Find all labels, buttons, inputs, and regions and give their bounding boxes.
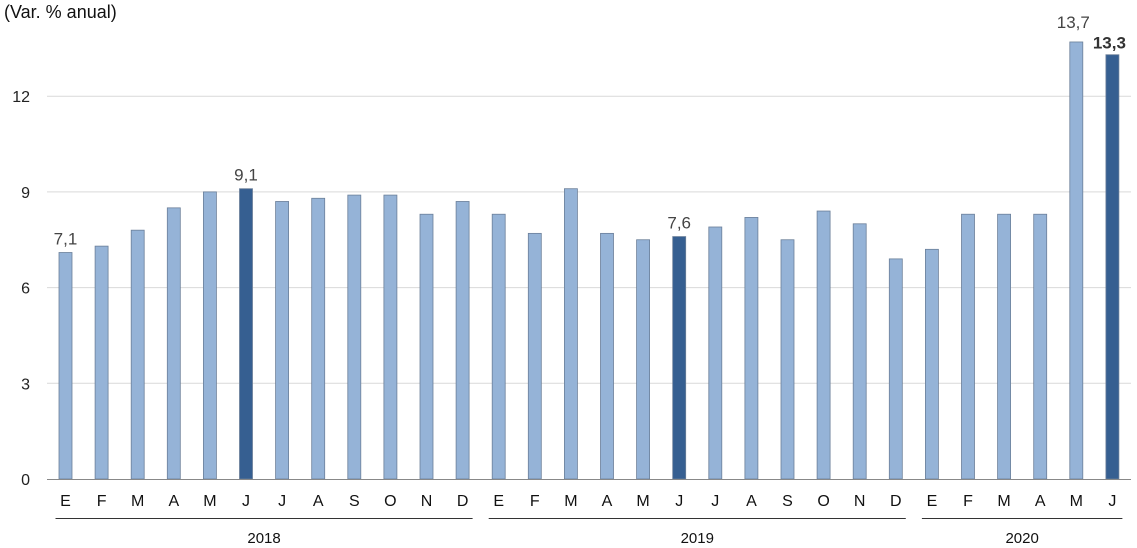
- bar: [347, 194, 362, 480]
- bar: [997, 213, 1011, 480]
- data-label: 13,7: [1057, 13, 1090, 32]
- year-label: 2018: [247, 530, 280, 547]
- bar: [383, 194, 398, 480]
- bar: [708, 226, 723, 480]
- bar: [94, 245, 109, 480]
- month-label: M: [564, 493, 577, 510]
- bars: [58, 41, 1120, 480]
- month-label: A: [746, 493, 757, 510]
- y-tick-label: 12: [12, 89, 30, 106]
- month-label: J: [711, 493, 719, 510]
- month-label: F: [97, 493, 107, 510]
- bar: [239, 188, 253, 480]
- bar: [852, 223, 867, 480]
- month-label: E: [60, 493, 71, 510]
- bar: [202, 191, 217, 480]
- bar: [888, 258, 903, 480]
- bar: [780, 239, 795, 480]
- month-label: A: [602, 493, 613, 510]
- month-label: O: [384, 493, 396, 510]
- data-label: 7,1: [54, 230, 78, 249]
- month-label: S: [782, 493, 793, 510]
- bar: [1033, 213, 1048, 480]
- bar: [58, 252, 73, 480]
- y-axis-label: (Var. % anual): [4, 2, 117, 22]
- bar: [1069, 41, 1084, 480]
- bar: [527, 232, 542, 480]
- bar: [166, 207, 181, 480]
- bar: [311, 197, 326, 480]
- month-label: N: [421, 493, 433, 510]
- month-label: D: [890, 493, 902, 510]
- y-tick-labels: 0 3 6 9 12: [12, 89, 30, 489]
- bar: [275, 201, 290, 480]
- grid-lines: [47, 95, 1131, 384]
- data-labels: 7,1 9,1 7,6 13,713,3: [54, 13, 1126, 249]
- bar: [1105, 54, 1120, 480]
- data-label: 7,6: [667, 214, 691, 233]
- month-label: A: [168, 493, 179, 510]
- month-label: M: [636, 493, 649, 510]
- y-tick-label: 6: [21, 281, 30, 298]
- month-label: S: [349, 493, 360, 510]
- y-tick-label: 3: [21, 376, 30, 393]
- y-tick-label: 0: [21, 472, 30, 489]
- bar: [816, 210, 831, 480]
- x-axis: E F M A M J J A S O N D 2018 E F M A M J J A S O N D 2019 E F M A M J 20…: [47, 479, 1131, 547]
- month-label: A: [1035, 493, 1046, 510]
- year-label: 2020: [1005, 530, 1038, 547]
- month-label: E: [493, 493, 504, 510]
- data-label: 13,3: [1093, 34, 1126, 53]
- bar: [744, 217, 759, 480]
- bar: [636, 239, 650, 480]
- month-label: F: [963, 493, 973, 510]
- month-label: M: [1070, 493, 1083, 510]
- bar: [961, 213, 975, 480]
- month-label: M: [997, 493, 1010, 510]
- month-label: J: [278, 493, 286, 510]
- month-label: F: [530, 493, 540, 510]
- month-label: J: [675, 493, 683, 510]
- month-label: J: [1108, 493, 1116, 510]
- bar: [672, 236, 687, 480]
- bar: [455, 201, 470, 480]
- bar: [419, 213, 434, 480]
- month-label: M: [131, 493, 144, 510]
- month-label: M: [203, 493, 216, 510]
- month-label: J: [242, 493, 250, 510]
- month-label: D: [457, 493, 469, 510]
- year-label: 2019: [681, 530, 714, 547]
- bar: [130, 229, 145, 480]
- bar: [600, 232, 614, 480]
- y-tick-label: 9: [21, 185, 30, 202]
- bar: [491, 213, 506, 480]
- bar: [564, 188, 578, 480]
- month-label: A: [313, 493, 324, 510]
- month-label: E: [927, 493, 938, 510]
- month-label: O: [817, 493, 829, 510]
- data-label: 9,1: [234, 166, 258, 185]
- month-label: N: [854, 493, 866, 510]
- bar: [925, 248, 939, 480]
